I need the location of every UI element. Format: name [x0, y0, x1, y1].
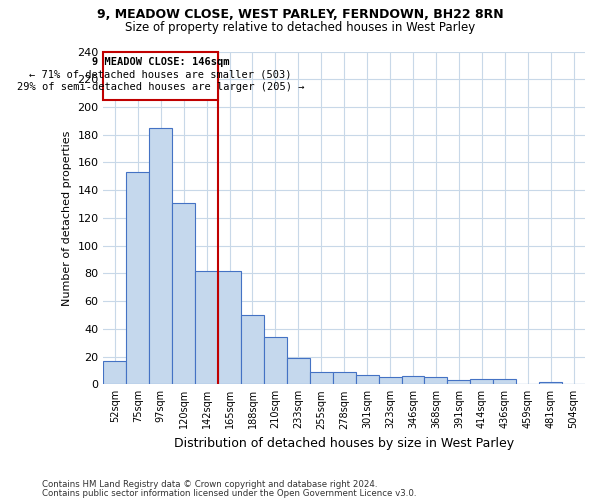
- Bar: [424, 378, 448, 384]
- Bar: [103, 52, 218, 100]
- Text: Contains public sector information licensed under the Open Government Licence v3: Contains public sector information licen…: [42, 488, 416, 498]
- Bar: [218, 270, 241, 384]
- Text: 29% of semi-detached houses are larger (205) →: 29% of semi-detached houses are larger (…: [17, 82, 304, 92]
- Bar: [379, 378, 401, 384]
- Text: Contains HM Land Registry data © Crown copyright and database right 2024.: Contains HM Land Registry data © Crown c…: [42, 480, 377, 489]
- Text: Size of property relative to detached houses in West Parley: Size of property relative to detached ho…: [125, 21, 475, 34]
- Bar: [287, 358, 310, 384]
- Bar: [448, 380, 470, 384]
- Bar: [149, 128, 172, 384]
- Bar: [401, 376, 424, 384]
- Bar: [493, 379, 516, 384]
- Y-axis label: Number of detached properties: Number of detached properties: [62, 130, 72, 306]
- Bar: [470, 379, 493, 384]
- Bar: [241, 315, 264, 384]
- Bar: [172, 202, 195, 384]
- Text: ← 71% of detached houses are smaller (503): ← 71% of detached houses are smaller (50…: [29, 70, 292, 80]
- Bar: [103, 360, 127, 384]
- X-axis label: Distribution of detached houses by size in West Parley: Distribution of detached houses by size …: [174, 437, 514, 450]
- Bar: [333, 372, 356, 384]
- Bar: [195, 270, 218, 384]
- Bar: [356, 374, 379, 384]
- Bar: [127, 172, 149, 384]
- Text: 9, MEADOW CLOSE, WEST PARLEY, FERNDOWN, BH22 8RN: 9, MEADOW CLOSE, WEST PARLEY, FERNDOWN, …: [97, 8, 503, 20]
- Bar: [310, 372, 333, 384]
- Bar: [264, 337, 287, 384]
- Bar: [539, 382, 562, 384]
- Text: 9 MEADOW CLOSE: 146sqm: 9 MEADOW CLOSE: 146sqm: [92, 57, 229, 67]
